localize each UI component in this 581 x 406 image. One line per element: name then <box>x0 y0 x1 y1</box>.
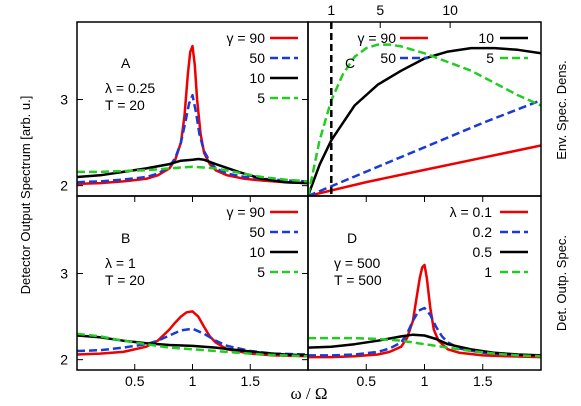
x-tick-label-D-1: 1 <box>421 373 429 389</box>
panel-A <box>76 21 309 197</box>
series-line-C-3 <box>308 43 541 196</box>
series-line-B-0 <box>77 310 308 358</box>
series-line-A-3 <box>77 165 308 183</box>
series-line-D-3 <box>308 336 541 358</box>
series-line-A-1 <box>77 93 308 184</box>
legend-label-C-1: 50 <box>380 50 396 66</box>
x-tick-label-B-2: 1.5 <box>241 373 261 389</box>
series-line-C-0 <box>308 144 541 196</box>
legend-label-B-2: 10 <box>249 244 265 260</box>
panel-label-A: A <box>121 55 131 71</box>
legend-label-C-2: 10 <box>478 30 494 46</box>
y-tick-label-B-1: 3 <box>60 266 68 282</box>
y-tick-label-A-0: 2 <box>60 178 68 194</box>
panel-D <box>307 195 542 371</box>
panel-label-C: C <box>345 55 355 71</box>
series-line-C-1 <box>308 99 541 196</box>
x-tick-label-B-0: 0.5 <box>125 373 145 389</box>
panel-B <box>76 195 309 371</box>
series-line-D-2 <box>308 333 541 357</box>
top-tick-label-C-1: 5 <box>376 2 384 18</box>
legend-label-A-2: 10 <box>249 70 265 86</box>
annotation-B-0: λ = 1 <box>105 255 136 271</box>
series-line-A-0 <box>77 44 308 186</box>
legend-label-A-1: 50 <box>249 50 265 66</box>
annotation-D-1: T = 500 <box>334 272 382 288</box>
legend-label-D-1: 0.2 <box>473 224 493 240</box>
top-tick-label-C-0: 1 <box>327 2 335 18</box>
right-axis-label-bottom: Det. Outp. Spec. <box>554 235 569 331</box>
panel-label-B: B <box>121 230 130 246</box>
y-axis-label: Detector Output Spectrum [arb. u.] <box>18 96 33 295</box>
legend-label-A-0: γ = 90 <box>226 30 265 46</box>
x-tick-label-D-2: 1.5 <box>473 373 493 389</box>
series-line-C-2 <box>308 46 541 196</box>
legend-label-C-3: 5 <box>486 50 494 66</box>
legend-label-B-0: γ = 90 <box>226 204 265 220</box>
series-line-D-1 <box>308 306 541 357</box>
legend-label-B-1: 50 <box>249 224 265 240</box>
annotation-D-0: γ = 500 <box>334 255 381 271</box>
panel-label-D: D <box>347 230 357 246</box>
panel-frame-D <box>307 195 542 371</box>
y-tick-label-A-1: 3 <box>60 92 68 108</box>
right-axis-label-top: Env. Spec. Dens. <box>554 60 569 159</box>
y-tick-label-B-0: 2 <box>60 352 68 368</box>
x-axis-label: ω / Ω <box>290 384 327 403</box>
x-tick-label-D-0: 0.5 <box>357 373 377 389</box>
legend-label-A-3: 5 <box>257 90 265 106</box>
series-line-D-0 <box>308 263 541 359</box>
top-tick-label-C-2: 10 <box>442 2 458 18</box>
legend-label-D-2: 0.5 <box>473 244 493 260</box>
series-line-B-3 <box>77 332 308 358</box>
series-line-B-1 <box>77 327 308 356</box>
annotation-A-0: λ = 0.25 <box>105 80 155 96</box>
annotation-A-1: T = 20 <box>105 97 145 113</box>
legend-label-C-0: γ = 90 <box>357 30 396 46</box>
legend-label-B-3: 5 <box>257 264 265 280</box>
x-tick-label-B-1: 1 <box>189 373 197 389</box>
legend-label-D-0: λ = 0.1 <box>450 204 493 220</box>
panel-C <box>307 21 542 197</box>
annotation-B-1: T = 20 <box>105 272 145 288</box>
legend-label-D-3: 1 <box>484 264 492 280</box>
